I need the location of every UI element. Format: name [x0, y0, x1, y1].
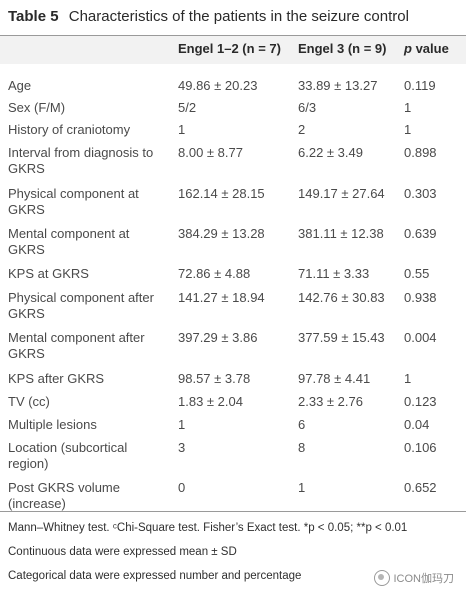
watermark-text: ICON伽玛刀: [393, 573, 455, 585]
header-engel-3: Engel 3 (n = 9): [298, 41, 387, 56]
table-title: Table 5 Characteristics of the patients …: [8, 8, 409, 25]
cell-engel-3: 381.11 ± 12.38: [298, 226, 384, 241]
row-label: Post GKRS volume (increase): [8, 480, 120, 511]
row-label: Mental component after GKRS: [8, 330, 145, 361]
table-caption: Characteristics of the patients in the s…: [68, 8, 409, 25]
cell-p-value: 0.123: [404, 394, 437, 409]
cell-engel-3: 6.22 ± 3.49: [298, 145, 363, 160]
cell-p-value: 0.004: [404, 330, 437, 345]
cell-engel-3: 377.59 ± 15.43: [298, 330, 385, 345]
cell-engel-3: 2: [298, 122, 306, 137]
cell-p-value: 0.55: [404, 266, 430, 281]
cell-engel-1-2: 141.27 ± 18.94: [178, 290, 265, 305]
row-label: Sex (F/M): [8, 100, 66, 115]
header-engel-1-2: Engel 1–2 (n = 7): [178, 41, 281, 56]
cell-engel-3: 33.89 ± 13.27: [298, 78, 378, 93]
cell-engel-1-2: 384.29 ± 13.28: [178, 226, 265, 241]
cell-p-value: 1: [404, 122, 412, 137]
row-label: TV (cc): [8, 394, 50, 409]
cell-p-value: 0.898: [404, 145, 437, 160]
header-p-italic: p: [404, 41, 412, 56]
cell-p-value: 0.119: [404, 78, 436, 93]
table-label: Table 5: [8, 8, 59, 25]
cell-p-value: 0.639: [404, 226, 437, 241]
cell-engel-1-2: 3: [178, 440, 186, 455]
cell-p-value: 1: [404, 371, 412, 386]
row-label: Mental component at GKRS: [8, 226, 130, 257]
row-label: Interval from diagnosis to GKRS: [8, 145, 154, 176]
footnote-continuous: Continuous data were expressed mean ± SD: [8, 546, 237, 558]
footnote-categorical: Categorical data were expressed number a…: [8, 570, 302, 582]
row-label: KPS at GKRS: [8, 266, 89, 281]
cell-engel-1-2: 49.86 ± 20.23: [178, 78, 258, 93]
row-label: Physical component after GKRS: [8, 290, 154, 321]
footnote-tests: Mann–Whitney test. ᶜChi-Square test. Fis…: [8, 522, 408, 534]
cell-engel-3: 2.33 ± 2.76: [298, 394, 363, 409]
cell-engel-1-2: 0: [178, 480, 186, 495]
row-label: History of craniotomy: [8, 122, 131, 137]
cell-engel-3: 149.17 ± 27.64: [298, 186, 385, 201]
row-label: Age: [8, 78, 32, 93]
cell-engel-3: 6/3: [298, 100, 317, 115]
row-label: Multiple lesions: [8, 417, 97, 432]
cell-engel-1-2: 1: [178, 122, 186, 137]
cell-p-value: 0.652: [404, 480, 437, 495]
cell-engel-1-2: 72.86 ± 4.88: [178, 266, 251, 281]
cell-engel-3: 97.78 ± 4.41: [298, 371, 371, 386]
cell-engel-3: 71.11 ± 3.33: [298, 266, 370, 281]
row-label: Physical component at GKRS: [8, 186, 139, 217]
cell-p-value: 0.938: [404, 290, 437, 305]
cell-engel-1-2: 98.57 ± 3.78: [178, 371, 251, 386]
title-divider: [0, 35, 466, 36]
cell-engel-1-2: 1.83 ± 2.04: [178, 394, 243, 409]
table-bottom-divider: [0, 511, 466, 512]
cell-engel-1-2: 162.14 ± 28.15: [178, 186, 265, 201]
wechat-logo-icon: [373, 570, 390, 586]
cell-engel-3: 142.76 ± 30.83: [298, 290, 385, 305]
cell-p-value: 0.303: [404, 186, 437, 201]
cell-p-value: 0.106: [404, 440, 437, 455]
cell-engel-1-2: 397.29 ± 3.86: [178, 330, 258, 345]
row-label: Location (subcortical region): [8, 440, 128, 471]
header-p-value: p value: [404, 41, 449, 56]
header-p-rest: value: [411, 41, 449, 56]
cell-engel-1-2: 1: [178, 417, 186, 432]
cell-engel-3: 6: [298, 417, 306, 432]
cell-p-value: 1: [404, 100, 412, 115]
cell-p-value: 0.04: [404, 417, 430, 432]
table-header: [0, 36, 466, 64]
row-label: KPS after GKRS: [8, 371, 105, 386]
cell-engel-3: 1: [298, 480, 306, 495]
cell-engel-3: 8: [298, 440, 306, 455]
watermark: ICON伽玛刀: [373, 570, 455, 586]
cell-engel-1-2: 8.00 ± 8.77: [178, 145, 243, 160]
cell-engel-1-2: 5/2: [178, 100, 197, 115]
